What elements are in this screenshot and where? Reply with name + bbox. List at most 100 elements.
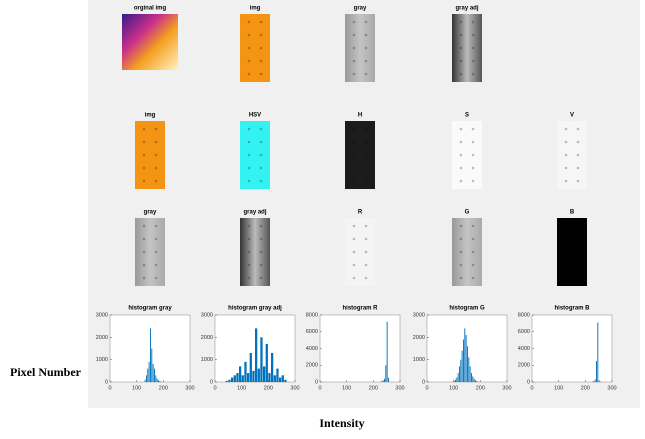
x-tick-label: 300 — [607, 385, 616, 391]
image-dot — [353, 34, 356, 37]
image-dot — [565, 238, 568, 241]
image-dot — [472, 47, 475, 50]
chart-title: histogram G — [449, 306, 485, 312]
histogram-bar — [388, 378, 389, 382]
histogram-bar — [474, 379, 475, 382]
y-tick-label: 8000 — [518, 312, 530, 318]
image — [345, 14, 375, 82]
image-dot — [365, 60, 368, 63]
image-dot — [155, 180, 158, 183]
image — [557, 121, 587, 189]
image-dot — [248, 251, 251, 254]
image-dot — [353, 21, 356, 24]
histogram-bar — [284, 380, 286, 382]
image-dot — [577, 225, 580, 228]
image-title: H — [358, 113, 362, 119]
image-dot — [365, 128, 368, 131]
chart-title: histogram B — [554, 306, 590, 312]
histogram-bar — [383, 380, 384, 382]
histogram-bar — [468, 357, 469, 382]
image-dot — [155, 128, 158, 131]
x-axis-label: Intensity — [319, 416, 364, 430]
x-tick-label: 200 — [369, 385, 378, 391]
image-dot — [472, 73, 475, 76]
histogram-bar — [385, 365, 386, 382]
histogram-bar — [466, 335, 467, 382]
image — [135, 218, 165, 286]
image-dot — [365, 73, 368, 76]
image-dot — [472, 128, 475, 131]
image-dot — [353, 154, 356, 157]
histogram-bar — [159, 381, 160, 382]
histogram-bar — [158, 380, 159, 382]
image-dot — [155, 264, 158, 267]
x-tick-label: 100 — [342, 385, 351, 391]
image-dot — [143, 128, 146, 131]
histogram-bar — [236, 373, 238, 382]
x-tick-label: 0 — [213, 385, 216, 391]
image-dot — [155, 277, 158, 280]
image-dot — [353, 238, 356, 241]
image — [240, 218, 270, 286]
image-dot — [260, 34, 263, 37]
image-dot — [248, 21, 251, 24]
x-tick-label: 200 — [159, 385, 168, 391]
histogram-bar — [387, 322, 388, 382]
image-dot — [143, 238, 146, 241]
histogram-bar — [271, 353, 273, 382]
image-dot — [577, 180, 580, 183]
histogram-bar — [463, 340, 464, 382]
histogram-bar — [274, 375, 276, 382]
image-dot — [472, 34, 475, 37]
image-dot — [260, 21, 263, 24]
histogram-bar — [476, 381, 477, 382]
y-tick-label: 2000 — [518, 363, 530, 369]
image-dot — [472, 141, 475, 144]
x-tick-label: 300 — [185, 385, 194, 391]
image-title: S — [465, 113, 469, 119]
image-dot — [577, 264, 580, 267]
histogram-bar — [154, 369, 155, 382]
image-dot — [460, 180, 463, 183]
image-dot — [353, 167, 356, 170]
image-dot — [353, 141, 356, 144]
image — [557, 218, 587, 286]
x-tick-label: 100 — [237, 385, 246, 391]
image-dot — [472, 154, 475, 157]
image-dot — [472, 225, 475, 228]
histogram-bar — [244, 362, 246, 382]
image — [240, 14, 270, 82]
image-title: V — [570, 113, 574, 119]
image-dot — [143, 251, 146, 254]
image-dot — [155, 141, 158, 144]
image-dot — [365, 167, 368, 170]
image-dot — [577, 154, 580, 157]
image-dot — [365, 21, 368, 24]
x-tick-label: 0 — [425, 385, 428, 391]
y-tick-label: 6000 — [306, 329, 318, 335]
y-tick-label: 6000 — [518, 329, 530, 335]
image-dot — [353, 264, 356, 267]
image-dot — [365, 251, 368, 254]
image-dot — [353, 60, 356, 63]
histogram-bar — [260, 337, 262, 382]
image-dot — [460, 251, 463, 254]
image-title: gray adj — [243, 210, 266, 216]
image-dot — [365, 141, 368, 144]
image-dot — [365, 264, 368, 267]
image-dot — [577, 238, 580, 241]
image-dot — [248, 154, 251, 157]
image-dot — [143, 264, 146, 267]
image-dot — [472, 180, 475, 183]
x-tick-label: 100 — [449, 385, 458, 391]
image-dot — [143, 180, 146, 183]
y-tick-label: 3000 — [96, 312, 108, 318]
image-dot — [248, 225, 251, 228]
image-dot — [353, 73, 356, 76]
image-dot — [460, 225, 463, 228]
image-dot — [365, 34, 368, 37]
histogram-bar — [252, 371, 254, 382]
histogram-bar — [597, 323, 598, 382]
image-dot — [472, 277, 475, 280]
histogram-bar — [596, 361, 597, 382]
